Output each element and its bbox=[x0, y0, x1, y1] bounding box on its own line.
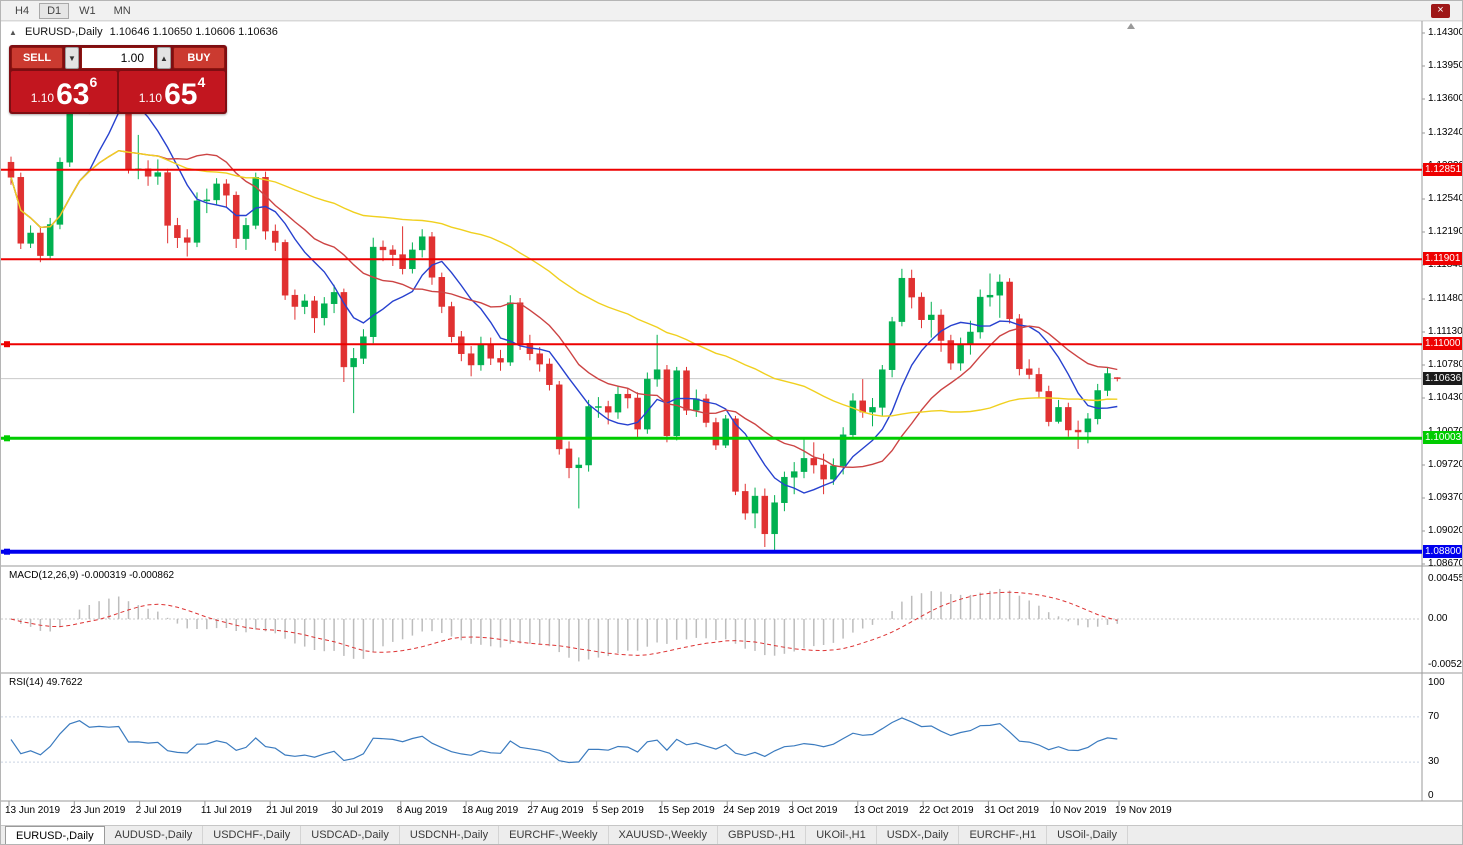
trade-controls-row: SELL ▼ ▲ BUY bbox=[11, 47, 225, 69]
ma-16-line bbox=[10, 149, 1118, 469]
chart-tab-eurchf-weekly[interactable]: EURCHF-,Weekly bbox=[499, 826, 609, 844]
chart-tab-gbpusd-h1[interactable]: GBPUSD-,H1 bbox=[718, 826, 807, 844]
chart-tab-eurusd-daily[interactable]: EURUSD-,Daily bbox=[5, 826, 105, 844]
sell-price-pip-digit: 6 bbox=[89, 74, 98, 90]
chart-tab-bar: EURUSD-,Daily AUDUSD-,Daily USDCHF-,Daily U… bbox=[1, 825, 1462, 844]
candlestick-series bbox=[7, 51, 1121, 553]
macd-indicator-label: MACD(12,26,9) -0.000319 -0.000862 bbox=[9, 570, 175, 581]
ma-45-line bbox=[10, 149, 1118, 417]
buy-button[interactable]: BUY bbox=[173, 47, 225, 69]
chart-tab-usdx-daily[interactable]: USDX-,Daily bbox=[877, 826, 960, 844]
oneclick-collapse-icon[interactable]: ▲ bbox=[9, 28, 17, 37]
chart-shift-marker-icon[interactable] bbox=[1127, 23, 1135, 29]
close-button[interactable]: × bbox=[1431, 4, 1450, 18]
chart-ohlc-header: ▲ EURUSD-,Daily 1.10646 1.10650 1.10606 … bbox=[9, 26, 282, 38]
timeframe-button-mn[interactable]: MN bbox=[106, 3, 139, 19]
rsi-indicator-label: RSI(14) 49.7622 bbox=[9, 677, 83, 688]
chart-tab-usdchf-daily[interactable]: USDCHF-,Daily bbox=[203, 826, 302, 844]
chart-tab-audusd-daily[interactable]: AUDUSD-,Daily bbox=[105, 826, 204, 844]
macd-histogram bbox=[20, 588, 1119, 662]
chart-tab-eurchf-h1[interactable]: EURCHF-,H1 bbox=[959, 826, 1048, 844]
buy-price-display[interactable]: 1.10 65 4 bbox=[119, 71, 225, 112]
buy-price-big-digits: 65 bbox=[164, 77, 198, 111]
buy-price-pip-digit: 4 bbox=[197, 74, 206, 90]
volume-down-button[interactable]: ▼ bbox=[65, 47, 79, 69]
sell-button[interactable]: SELL bbox=[11, 47, 63, 69]
chart-tab-usdcnh-daily[interactable]: USDCNH-,Daily bbox=[400, 826, 500, 844]
rsi-line bbox=[10, 717, 1118, 764]
chart-tab-usdcad-daily[interactable]: USDCAD-,Daily bbox=[301, 826, 400, 844]
chart-tabs: EURUSD-,Daily AUDUSD-,Daily USDCHF-,Daily U… bbox=[5, 826, 1128, 844]
chart-tab-usoil-daily[interactable]: USOil-,Daily bbox=[1047, 826, 1128, 844]
chart-ohlc-values: 1.10646 1.10650 1.10606 1.10636 bbox=[109, 26, 278, 38]
volume-input[interactable] bbox=[81, 47, 155, 69]
volume-up-button[interactable]: ▲ bbox=[157, 47, 171, 69]
sell-price-display[interactable]: 1.10 63 6 bbox=[11, 71, 117, 112]
line-drag-handle[interactable] bbox=[4, 341, 10, 348]
sell-price-prefix: 1.10 bbox=[30, 91, 55, 105]
chart-tab-ukoil-h1[interactable]: UKOil-,H1 bbox=[806, 826, 877, 844]
line-drag-handle[interactable] bbox=[4, 548, 10, 555]
line-drag-handle[interactable] bbox=[4, 435, 10, 442]
timeframe-button-d1[interactable]: D1 bbox=[39, 2, 70, 19]
timeframe-button-h4[interactable]: H4 bbox=[7, 3, 37, 19]
trade-prices-row: 1.10 63 6 1.10 65 4 bbox=[11, 71, 225, 112]
timeframe-buttons: H4 D1 W1 MN bbox=[7, 2, 139, 19]
sell-price-big-digits: 63 bbox=[56, 77, 90, 111]
timeframe-toolbar: H4 D1 W1 MN bbox=[1, 1, 1462, 21]
chart-tab-xauusd-weekly[interactable]: XAUUSD-,Weekly bbox=[609, 826, 718, 844]
timeframe-button-w1[interactable]: W1 bbox=[71, 3, 104, 19]
buy-price-prefix: 1.10 bbox=[138, 91, 163, 105]
chart-title: EURUSD-,Daily bbox=[24, 26, 103, 38]
ma-8-line bbox=[10, 104, 1118, 494]
macd-signal-line bbox=[10, 591, 1118, 656]
